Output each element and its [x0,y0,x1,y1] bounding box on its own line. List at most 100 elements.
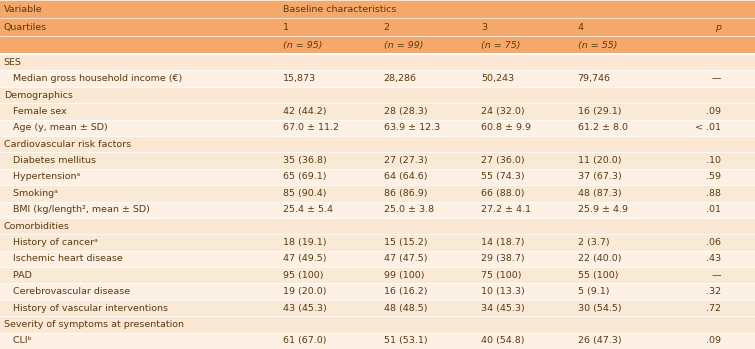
Bar [0,0,755,18]
Bar [0,54,755,70]
Text: 27 (36.0): 27 (36.0) [481,156,525,165]
Text: 51 (53.1): 51 (53.1) [384,336,427,345]
Text: 60.8 ± 9.9: 60.8 ± 9.9 [481,123,531,132]
Text: 40 (54.8): 40 (54.8) [481,336,525,345]
Bar [0,283,755,300]
Text: BMI (kg/length², mean ± SD): BMI (kg/length², mean ± SD) [4,205,149,214]
Text: 99 (100): 99 (100) [384,271,424,280]
Text: 22 (40.0): 22 (40.0) [578,254,621,263]
Text: 28 (28.3): 28 (28.3) [384,107,427,116]
Text: 63.9 ± 12.3: 63.9 ± 12.3 [384,123,440,132]
Text: Variable: Variable [4,5,42,14]
Text: 26 (47.3): 26 (47.3) [578,336,621,345]
Text: Cardiovascular risk factors: Cardiovascular risk factors [4,140,131,149]
Bar [0,300,755,316]
Text: .09: .09 [706,336,721,345]
Text: 43 (45.3): 43 (45.3) [283,304,327,313]
Text: (n = 55): (n = 55) [578,40,617,50]
Text: 42 (44.2): 42 (44.2) [283,107,327,116]
Text: CLIᵇ: CLIᵇ [4,336,32,345]
Text: .09: .09 [706,107,721,116]
Text: Diabetes mellitus: Diabetes mellitus [4,156,96,165]
Text: 4: 4 [578,23,584,31]
Text: Severity of symptoms at presentation: Severity of symptoms at presentation [4,320,183,329]
Bar [0,87,755,103]
Bar [0,70,755,87]
Text: 15 (15.2): 15 (15.2) [384,238,427,247]
Text: < .01: < .01 [695,123,721,132]
Text: 47 (47.5): 47 (47.5) [384,254,427,263]
Text: Hypertensionᵃ: Hypertensionᵃ [4,172,80,181]
Text: 37 (67.3): 37 (67.3) [578,172,621,181]
Text: Demographics: Demographics [4,90,72,99]
Bar [0,316,755,333]
Text: 24 (32.0): 24 (32.0) [481,107,525,116]
Bar [0,267,755,283]
Bar [0,218,755,234]
Text: Ischemic heart disease: Ischemic heart disease [4,254,122,263]
Text: 25.4 ± 5.4: 25.4 ± 5.4 [283,205,333,214]
Text: 64 (64.6): 64 (64.6) [384,172,427,181]
Text: 5 (9.1): 5 (9.1) [578,287,609,296]
Text: .32: .32 [706,287,721,296]
Text: 48 (48.5): 48 (48.5) [384,304,427,313]
Text: 35 (36.8): 35 (36.8) [283,156,327,165]
Text: Female sex: Female sex [4,107,66,116]
Text: 16 (29.1): 16 (29.1) [578,107,621,116]
Text: 25.9 ± 4.9: 25.9 ± 4.9 [578,205,627,214]
Text: History of cancerᵃ: History of cancerᵃ [4,238,97,247]
Text: Median gross household income (€): Median gross household income (€) [4,74,182,83]
Text: Quartiles: Quartiles [4,23,47,31]
Bar [0,153,755,169]
Bar [0,136,755,153]
Text: 47 (49.5): 47 (49.5) [283,254,327,263]
Text: 34 (45.3): 34 (45.3) [481,304,525,313]
Bar [0,201,755,218]
Text: (n = 75): (n = 75) [481,40,520,50]
Text: .88: .88 [706,189,721,198]
Text: .72: .72 [706,304,721,313]
Bar [0,120,755,136]
Text: 66 (88.0): 66 (88.0) [481,189,525,198]
Text: 95 (100): 95 (100) [283,271,324,280]
Text: .10: .10 [706,156,721,165]
Text: —: — [711,74,721,83]
Text: 61.2 ± 8.0: 61.2 ± 8.0 [578,123,627,132]
Text: 30 (54.5): 30 (54.5) [578,304,621,313]
Text: 1: 1 [283,23,289,31]
Text: History of vascular interventions: History of vascular interventions [4,304,168,313]
Text: 3: 3 [481,23,487,31]
Bar [0,36,755,54]
Bar [0,234,755,251]
Text: (n = 99): (n = 99) [384,40,423,50]
Text: 2 (3.7): 2 (3.7) [578,238,609,247]
Text: 75 (100): 75 (100) [481,271,522,280]
Text: 14 (18.7): 14 (18.7) [481,238,525,247]
Text: 48 (87.3): 48 (87.3) [578,189,621,198]
Text: Smokingᵃ: Smokingᵃ [4,189,57,198]
Text: 18 (19.1): 18 (19.1) [283,238,327,247]
Text: 27 (27.3): 27 (27.3) [384,156,427,165]
Text: 11 (20.0): 11 (20.0) [578,156,621,165]
Text: 61 (67.0): 61 (67.0) [283,336,327,345]
Text: 10 (13.3): 10 (13.3) [481,287,525,296]
Text: .59: .59 [706,172,721,181]
Text: 55 (74.3): 55 (74.3) [481,172,525,181]
Text: Cerebrovascular disease: Cerebrovascular disease [4,287,130,296]
Text: 86 (86.9): 86 (86.9) [384,189,427,198]
Text: 79,746: 79,746 [578,74,611,83]
Text: 55 (100): 55 (100) [578,271,618,280]
Bar [0,103,755,120]
Text: .06: .06 [706,238,721,247]
Text: 27.2 ± 4.1: 27.2 ± 4.1 [481,205,531,214]
Text: 15,873: 15,873 [283,74,316,83]
Text: 19 (20.0): 19 (20.0) [283,287,327,296]
Bar [0,185,755,201]
Text: 65 (69.1): 65 (69.1) [283,172,327,181]
Text: p: p [715,23,721,31]
Text: PAD: PAD [4,271,32,280]
Text: 25.0 ± 3.8: 25.0 ± 3.8 [384,205,433,214]
Bar [0,18,755,36]
Text: .01: .01 [706,205,721,214]
Text: 67.0 ± 11.2: 67.0 ± 11.2 [283,123,339,132]
